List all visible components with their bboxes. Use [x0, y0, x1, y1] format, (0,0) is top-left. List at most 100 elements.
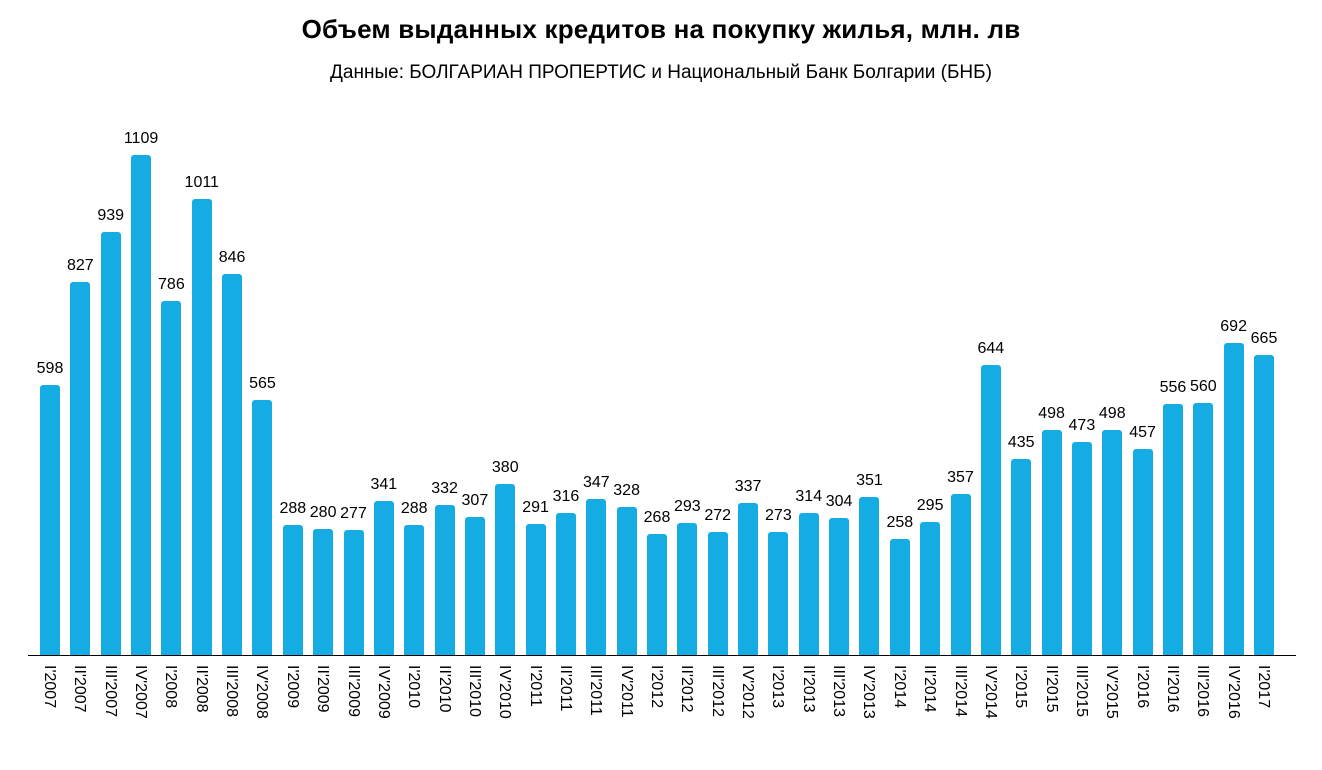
- bar-value-label: 498: [1038, 405, 1065, 422]
- bar-value-label: 314: [795, 488, 823, 505]
- bar: [252, 400, 273, 655]
- bar: [100, 232, 121, 655]
- bar-value-label: 304: [825, 493, 853, 510]
- bar-value-label: 277: [340, 505, 367, 522]
- bar-value-label: 665: [1250, 330, 1278, 347]
- bar: [191, 199, 212, 655]
- x-tick-label: IV'2008: [253, 665, 271, 719]
- bar-value-label: 328: [613, 482, 640, 499]
- bar: [343, 530, 364, 655]
- bar: [889, 539, 910, 655]
- x-tick-label: IV'2015: [1103, 665, 1121, 719]
- x-tick-label: IV'2013: [860, 665, 878, 719]
- bar-value-label: 288: [400, 500, 428, 517]
- x-tick-label: I'2014: [890, 665, 908, 709]
- bar-value-label: 291: [522, 499, 549, 516]
- bar-value-label: 786: [158, 276, 185, 293]
- x-tick-label: III'2016: [1194, 665, 1212, 717]
- x-tick-label: I'2012: [648, 665, 665, 709]
- bar: [950, 494, 971, 655]
- x-tick-label: II'2010: [435, 665, 453, 713]
- bar: [1102, 430, 1123, 655]
- bar-value-label: 295: [916, 497, 944, 514]
- bar: [222, 274, 243, 655]
- bar: [434, 505, 455, 655]
- bar-value-label: 341: [370, 476, 398, 493]
- bar-value-label: 337: [734, 478, 762, 495]
- bar-value-label: 280: [309, 504, 337, 521]
- bar: [920, 522, 941, 655]
- bar: [1162, 404, 1183, 655]
- bar-value-label: 351: [856, 472, 883, 489]
- bar: [525, 524, 546, 655]
- bar-value-label: 556: [1159, 379, 1187, 396]
- bar-value-label: 258: [886, 514, 914, 531]
- bar-value-label: 316: [552, 488, 580, 505]
- x-tick-label: II'2016: [1163, 665, 1181, 713]
- bar: [1071, 442, 1092, 655]
- bar-value-label: 380: [491, 459, 519, 476]
- bar-value-label: 332: [431, 480, 458, 497]
- bar-value-label: 1109: [123, 130, 159, 147]
- bar: [70, 282, 91, 655]
- x-tick-label: I'2007: [41, 665, 58, 709]
- x-tick-label: I'2010: [405, 665, 423, 709]
- x-tick-label: III'2007: [101, 665, 119, 717]
- x-tick-label: IV'2014: [981, 665, 999, 719]
- x-tick-label: I'2011: [526, 665, 544, 707]
- bar: [495, 484, 516, 655]
- bar-value-label: 473: [1068, 417, 1096, 434]
- bar: [282, 525, 303, 655]
- bar-value-label: 565: [249, 375, 276, 392]
- chart-title: Объем выданных кредитов на покупку жилья…: [301, 14, 1021, 44]
- bar-value-label: 939: [97, 207, 125, 224]
- bar-value-label: 644: [977, 340, 1005, 357]
- bar: [313, 529, 334, 655]
- bar-value-label: 1011: [184, 174, 219, 191]
- bar-value-label: 827: [66, 257, 94, 274]
- bar: [1223, 343, 1244, 655]
- bar-value-label: 293: [673, 498, 701, 515]
- x-tick-label: II'2014: [921, 665, 939, 713]
- x-tick-label: III'2013: [830, 665, 848, 717]
- x-tick-label: IV'2007: [132, 665, 150, 719]
- x-tick-label: IV'2016: [1224, 665, 1242, 719]
- x-tick-label: II'2013: [799, 665, 817, 713]
- bar: [1041, 430, 1062, 655]
- x-tick-label: III'2015: [1072, 665, 1090, 717]
- bar-value-label: 598: [36, 360, 64, 377]
- bar-value-label: 560: [1189, 378, 1217, 395]
- x-tick-label: IV'2011: [617, 665, 635, 718]
- bar: [1193, 403, 1214, 655]
- bar: [131, 155, 152, 655]
- x-tick-label: II'2011: [556, 665, 574, 712]
- x-axis-line: [28, 655, 1296, 656]
- bar-value-label: 288: [279, 500, 307, 517]
- bar: [40, 385, 60, 655]
- bar: [1011, 459, 1032, 655]
- x-tick-label: II'2015: [1042, 665, 1060, 713]
- bar-value-label: 435: [1007, 434, 1035, 451]
- bar: [1132, 449, 1153, 655]
- bar: [1254, 355, 1274, 655]
- bar-value-label: 268: [643, 509, 671, 526]
- bar-value-label: 457: [1129, 424, 1156, 441]
- x-tick-label: III'2014: [951, 665, 969, 717]
- bar: [859, 497, 880, 655]
- bar-value-label: 307: [461, 492, 489, 509]
- bar-value-label: 846: [218, 249, 246, 266]
- x-tick-label: III'2011: [587, 665, 605, 716]
- bar: [555, 513, 576, 655]
- x-tick-label: IV'2009: [374, 665, 392, 719]
- bar: [464, 517, 485, 655]
- x-tick-label: II'2007: [71, 665, 89, 713]
- bar-value-label: 272: [704, 507, 732, 524]
- bar: [829, 518, 850, 655]
- x-tick-label: IV'2010: [496, 665, 514, 719]
- x-tick-label: I'2009: [283, 665, 301, 709]
- bar: [707, 532, 728, 655]
- bar: [161, 301, 182, 655]
- x-tick-label: I'2015: [1012, 665, 1030, 709]
- x-tick-label: III'2012: [708, 665, 726, 717]
- chart-subtitle: Данные: БОЛГАРИАН ПРОПЕРТИС и Национальн…: [330, 62, 992, 83]
